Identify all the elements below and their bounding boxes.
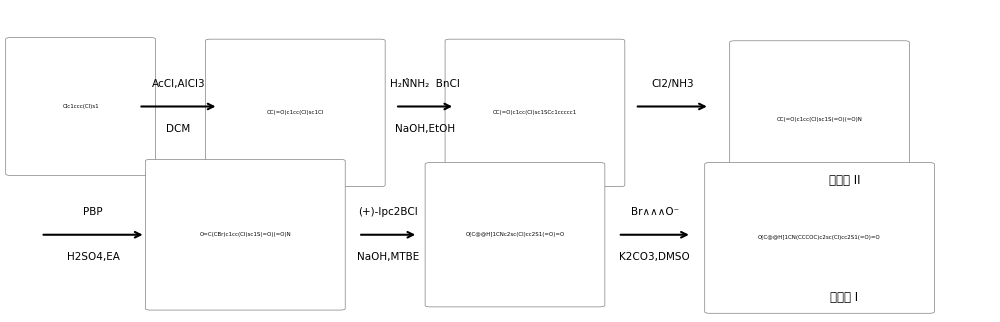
Text: Cl2/NH3: Cl2/NH3 (651, 79, 694, 89)
Text: AcCl,AlCl3: AcCl,AlCl3 (152, 79, 205, 89)
FancyBboxPatch shape (6, 38, 155, 175)
Text: PBP: PBP (83, 207, 103, 217)
Text: Br∧∧∧O⁻: Br∧∧∧O⁻ (631, 207, 679, 217)
Text: NaOH,EtOH: NaOH,EtOH (395, 124, 455, 134)
FancyBboxPatch shape (205, 39, 385, 187)
Text: K2CO3,DMSO: K2CO3,DMSO (619, 252, 690, 262)
Text: Clc1ccc(Cl)s1: Clc1ccc(Cl)s1 (62, 104, 99, 109)
Text: H2SO4,EA: H2SO4,EA (67, 252, 120, 262)
FancyBboxPatch shape (425, 163, 605, 307)
Text: CC(=O)c1cc(Cl)sc1Cl: CC(=O)c1cc(Cl)sc1Cl (267, 110, 324, 115)
FancyBboxPatch shape (445, 39, 625, 187)
Text: H₂N̂NH₂  BnCl: H₂N̂NH₂ BnCl (390, 79, 460, 89)
Text: O=C(CBr)c1cc(Cl)sc1S(=O)(=O)N: O=C(CBr)c1cc(Cl)sc1S(=O)(=O)N (199, 232, 291, 237)
Text: 化合物 II: 化合物 II (829, 174, 860, 187)
Text: CC(=O)c1cc(Cl)sc1S(=O)(=O)N: CC(=O)c1cc(Cl)sc1S(=O)(=O)N (777, 117, 862, 122)
Text: DCM: DCM (166, 124, 191, 134)
Text: CC(=O)c1cc(Cl)sc1SCc1ccccc1: CC(=O)c1cc(Cl)sc1SCc1ccccc1 (493, 110, 577, 115)
Text: NaOH,MTBE: NaOH,MTBE (357, 252, 419, 262)
FancyBboxPatch shape (145, 159, 345, 310)
Text: O[C@@H]1CN(CCCOC)c2sc(Cl)cc2S1(=O)=O: O[C@@H]1CN(CCCOC)c2sc(Cl)cc2S1(=O)=O (758, 235, 881, 241)
FancyBboxPatch shape (705, 163, 934, 313)
FancyBboxPatch shape (730, 41, 909, 198)
Text: O[C@@H]1CNc2sc(Cl)cc2S1(=O)=O: O[C@@H]1CNc2sc(Cl)cc2S1(=O)=O (465, 232, 565, 237)
Text: (+)-Ipc2BCl: (+)-Ipc2BCl (358, 207, 418, 217)
Text: 化合物 I: 化合物 I (830, 291, 859, 304)
